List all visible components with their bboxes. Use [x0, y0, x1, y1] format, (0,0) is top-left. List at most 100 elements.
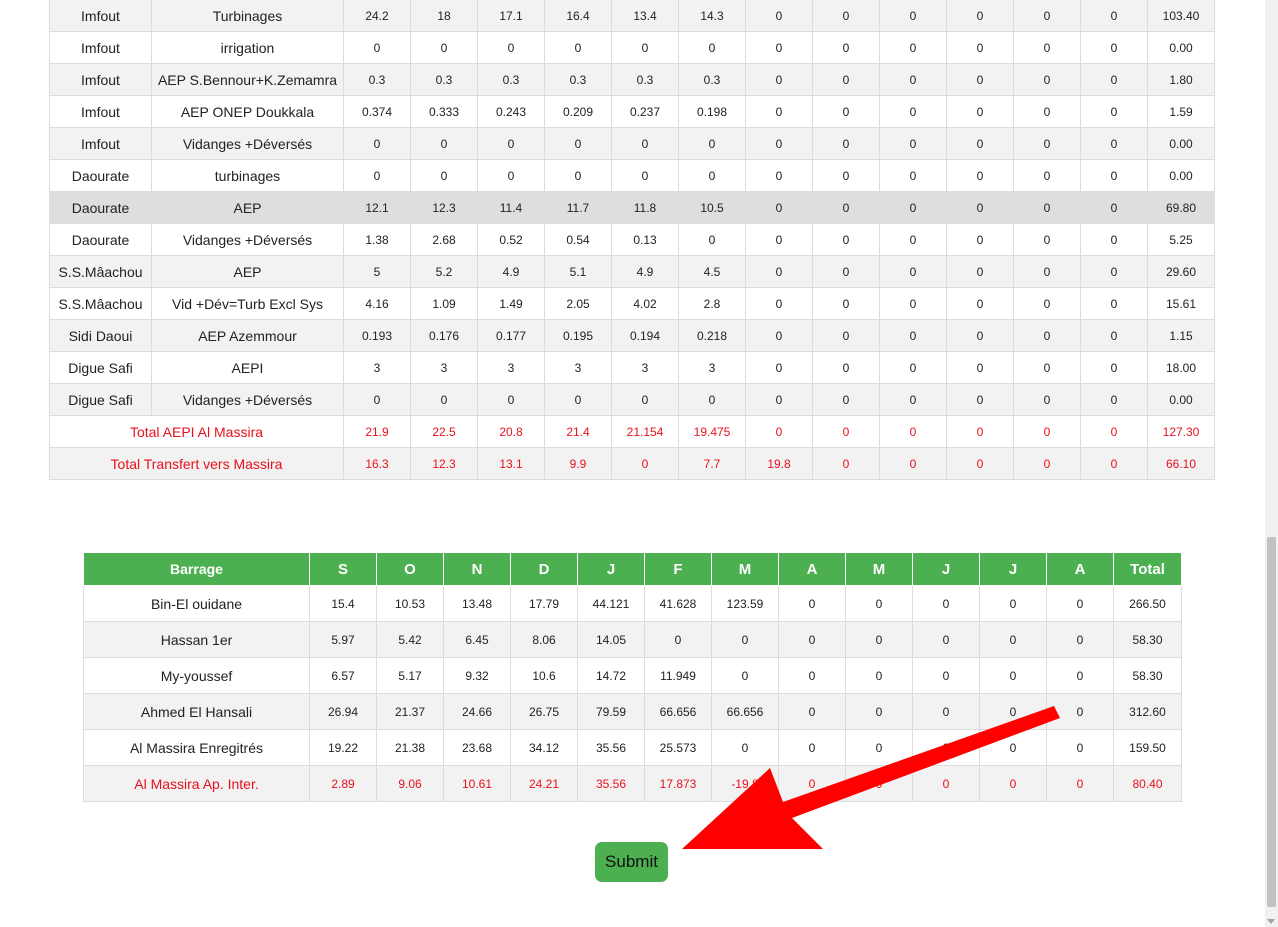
- month-value-cell: 0: [1080, 127, 1148, 160]
- month-value-cell: 1.09: [410, 287, 478, 320]
- month-value-cell: 10.5: [678, 191, 746, 224]
- column-header: M: [845, 552, 913, 586]
- month-value-cell: 0: [711, 729, 779, 766]
- month-value-cell: 0: [745, 223, 813, 256]
- month-value-cell: 0: [1013, 127, 1081, 160]
- month-value-cell: 24.66: [443, 693, 511, 730]
- table-row: S.S.Mâachou AEP 5 5.2 4.9 5.1 4.9 4.5 0 0 0 0 0 0 29.6…: [49, 255, 1215, 288]
- row-total-cell: 312.60: [1113, 693, 1182, 730]
- month-value-cell: 0: [879, 31, 947, 64]
- month-value-cell: 44.121: [577, 585, 645, 622]
- scrollbar[interactable]: [1265, 0, 1278, 927]
- month-value-cell: 9.32: [443, 657, 511, 694]
- month-value-cell: 0: [879, 223, 947, 256]
- dam-name-cell: Imfout: [49, 95, 152, 128]
- table-row: Sidi Daoui AEP Azemmour 0.193 0.176 0.177 0.1…: [49, 319, 1215, 352]
- month-value-cell: 0: [778, 729, 846, 766]
- month-value-cell: 16.3: [343, 447, 411, 480]
- release-type-cell: Turbinages: [151, 0, 344, 32]
- dam-name-cell: Digue Safi: [49, 351, 152, 384]
- month-value-cell: 0: [1013, 319, 1081, 352]
- row-total-cell: 18.00: [1147, 351, 1215, 384]
- month-value-cell: 8.06: [510, 621, 578, 658]
- month-value-cell: 24.2: [343, 0, 411, 32]
- column-header: N: [443, 552, 511, 586]
- month-value-cell: 0: [946, 223, 1014, 256]
- month-value-cell: 0: [912, 657, 980, 694]
- month-value-cell: 0: [1013, 31, 1081, 64]
- month-value-cell: 0: [879, 95, 947, 128]
- month-value-cell: 0: [812, 415, 880, 448]
- dam-releases-table: Imfout Turbinages 24.2 18 17.1 16.4 13.4 14.3 0 0…: [49, 0, 1215, 480]
- release-type-cell: Vid +Dév=Turb Excl Sys: [151, 287, 344, 320]
- month-value-cell: 13.48: [443, 585, 511, 622]
- month-value-cell: 0: [477, 383, 545, 416]
- row-total-cell: 58.30: [1113, 621, 1182, 658]
- month-value-cell: 0.13: [611, 223, 679, 256]
- release-type-cell: Vidanges +Déversés: [151, 383, 344, 416]
- column-header: O: [376, 552, 444, 586]
- dam-name-cell: Digue Safi: [49, 383, 152, 416]
- table-row: Imfout AEP ONEP Doukkala 0.374 0.333 0.243 0.…: [49, 95, 1215, 128]
- month-value-cell: 17.79: [510, 585, 578, 622]
- month-value-cell: 0: [979, 765, 1047, 802]
- month-value-cell: 41.628: [644, 585, 712, 622]
- month-value-cell: 0: [946, 383, 1014, 416]
- month-value-cell: 0: [845, 657, 913, 694]
- release-type-cell: turbinages: [151, 159, 344, 192]
- month-value-cell: 0: [979, 585, 1047, 622]
- month-value-cell: 0: [979, 729, 1047, 766]
- month-value-cell: 0: [745, 255, 813, 288]
- month-value-cell: 0.198: [678, 95, 746, 128]
- month-value-cell: 26.75: [510, 693, 578, 730]
- month-value-cell: 0: [410, 127, 478, 160]
- row-total-cell: 159.50: [1113, 729, 1182, 766]
- barrage-name-cell: My-youssef: [83, 657, 310, 694]
- barrage-name-cell: Ahmed El Hansali: [83, 693, 310, 730]
- scroll-down-icon[interactable]: [1267, 919, 1275, 924]
- month-value-cell: 0: [745, 0, 813, 32]
- table-row: Imfout AEP S.Bennour+K.Zemamra 0.3 0.3 0.3 0.…: [49, 63, 1215, 96]
- month-value-cell: 0: [979, 657, 1047, 694]
- month-value-cell: 10.61: [443, 765, 511, 802]
- month-value-cell: 12.3: [410, 447, 478, 480]
- month-value-cell: 1.38: [343, 223, 411, 256]
- row-total-cell: 1.80: [1147, 63, 1215, 96]
- month-value-cell: 0: [946, 255, 1014, 288]
- month-value-cell: 0: [879, 191, 947, 224]
- table-row: Imfout irrigation 0 0 0 0 0 0 0 0 0 0 0 0 0.00: [49, 31, 1215, 64]
- month-value-cell: 0: [778, 585, 846, 622]
- month-value-cell: 17.1: [477, 0, 545, 32]
- column-header: J: [577, 552, 645, 586]
- month-value-cell: 7.7: [678, 447, 746, 480]
- month-value-cell: 0: [812, 31, 880, 64]
- month-value-cell: 0.333: [410, 95, 478, 128]
- row-total-cell: 127.30: [1147, 415, 1215, 448]
- release-type-cell: Vidanges +Déversés: [151, 127, 344, 160]
- release-type-cell: AEP Azemmour: [151, 319, 344, 352]
- month-value-cell: 2.8: [678, 287, 746, 320]
- scrollbar-thumb[interactable]: [1267, 537, 1276, 907]
- month-value-cell: 0: [745, 159, 813, 192]
- month-value-cell: 0: [678, 31, 746, 64]
- dam-name-cell: S.S.Mâachou: [49, 255, 152, 288]
- month-value-cell: 0: [879, 383, 947, 416]
- month-value-cell: 20.8: [477, 415, 545, 448]
- month-value-cell: 0: [410, 159, 478, 192]
- month-value-cell: 0.176: [410, 319, 478, 352]
- month-value-cell: 66.656: [644, 693, 712, 730]
- month-value-cell: 4.16: [343, 287, 411, 320]
- submit-button[interactable]: Submit: [595, 842, 668, 882]
- release-type-cell: AEP: [151, 191, 344, 224]
- month-value-cell: 14.72: [577, 657, 645, 694]
- column-header: S: [309, 552, 377, 586]
- month-value-cell: 0: [778, 693, 846, 730]
- dam-name-cell: Daourate: [49, 159, 152, 192]
- month-value-cell: 0: [611, 31, 679, 64]
- month-value-cell: 0: [477, 127, 545, 160]
- month-value-cell: 6.57: [309, 657, 377, 694]
- month-value-cell: 0: [745, 351, 813, 384]
- month-value-cell: 0: [879, 447, 947, 480]
- month-value-cell: 0: [879, 287, 947, 320]
- row-total-cell: 58.30: [1113, 657, 1182, 694]
